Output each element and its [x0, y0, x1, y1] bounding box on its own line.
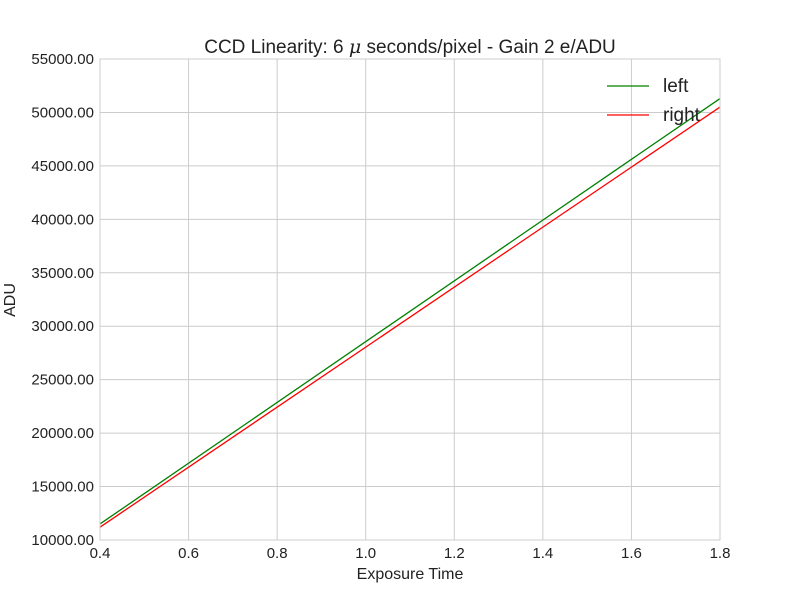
- x-tick-label: 0.8: [267, 545, 288, 562]
- y-tick-label: 35000.00: [31, 265, 94, 282]
- series-lines: [99, 98, 721, 528]
- y-axis-label: ADU: [2, 283, 19, 317]
- x-tick-label: 0.6: [178, 545, 199, 562]
- series-line-right: [99, 106, 721, 528]
- x-tick-label: 1.0: [355, 545, 376, 562]
- plot-frame: [99, 58, 721, 541]
- y-tick-label: 50000.00: [31, 104, 94, 121]
- legend-label-right: right: [663, 105, 701, 126]
- y-tick-label: 40000.00: [31, 211, 94, 228]
- chart-title-suffix: seconds/pixel - Gain 2 e/ADU: [361, 37, 616, 58]
- legend: left right: [607, 76, 701, 126]
- series-line-left: [99, 98, 721, 525]
- y-tick-label: 45000.00: [31, 158, 94, 175]
- y-axis-ticks: 10000.00 15000.00 20000.00 25000.00 30000.00…: [31, 51, 94, 549]
- y-tick-label: 20000.00: [31, 425, 94, 442]
- x-axis-label: Exposure Time: [357, 566, 464, 583]
- chart-title-prefix: CCD Linearity: 6: [204, 37, 349, 58]
- chart-title-mu: μ: [349, 36, 361, 58]
- chart-title: CCD Linearity: 6 μ seconds/pixel - Gain …: [204, 36, 616, 58]
- x-tick-label: 1.6: [621, 545, 642, 562]
- y-tick-label: 15000.00: [31, 479, 94, 496]
- x-tick-label: 1.8: [710, 545, 731, 562]
- y-tick-label: 30000.00: [31, 318, 94, 335]
- y-tick-label: 10000.00: [31, 532, 94, 549]
- x-axis-ticks: 0.4 0.6 0.8 1.0 1.2 1.4 1.6 1.8: [90, 545, 731, 562]
- x-tick-label: 1.2: [444, 545, 465, 562]
- y-tick-label: 55000.00: [31, 51, 94, 68]
- x-tick-label: 1.4: [532, 545, 553, 562]
- legend-label-left: left: [663, 76, 689, 97]
- y-tick-label: 25000.00: [31, 372, 94, 389]
- x-tick-label: 0.4: [90, 545, 111, 562]
